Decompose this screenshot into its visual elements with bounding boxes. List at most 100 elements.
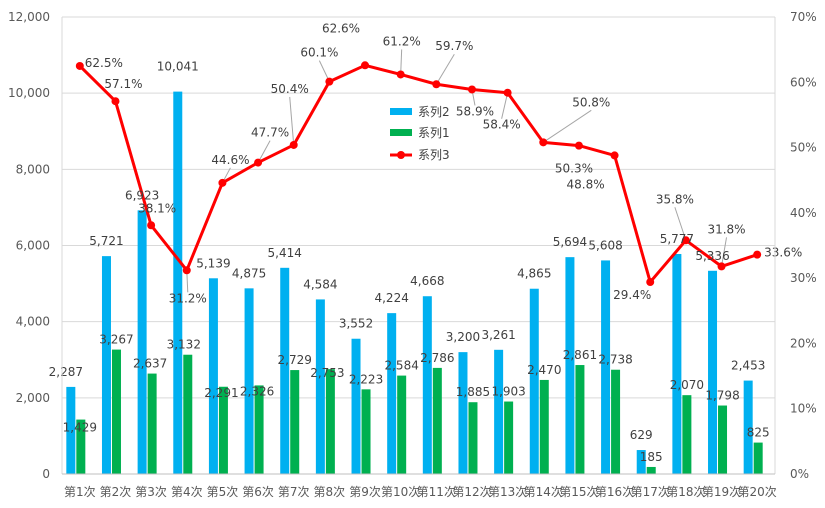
bar-series2: [66, 386, 76, 474]
bar-series1: [147, 373, 157, 474]
bar-series2: [244, 288, 254, 474]
bar-series2: [137, 210, 147, 474]
bar-series1: [361, 389, 371, 474]
data-label-series2: 5,694: [553, 235, 587, 249]
line-marker: [182, 266, 191, 275]
data-label-series2: 3,261: [481, 328, 515, 342]
data-label-series3: 35.8%: [656, 192, 694, 206]
leader-line: [435, 53, 455, 85]
y-right-tick-label: 20%: [790, 336, 817, 350]
data-label-series2: 2,453: [731, 359, 765, 373]
y-right-tick-label: 10%: [790, 402, 817, 416]
data-label-series1: 3,132: [167, 338, 201, 352]
data-label-series3: 48.8%: [567, 177, 605, 191]
line-marker: [610, 151, 619, 160]
bar-series1: [575, 365, 585, 474]
legend-label: 系列2: [418, 105, 450, 119]
x-tick-label: 第15次: [559, 485, 598, 499]
line-marker: [574, 141, 583, 150]
bar-series1: [718, 405, 728, 474]
bar-series1: [646, 466, 656, 474]
x-tick-label: 第5次: [207, 485, 239, 499]
axes: 0 2,000 4,000 6,000 8,000 10,000 12,000 0% 10% 20…: [8, 10, 817, 499]
bar-series2: [387, 313, 397, 474]
y-right-tick-label: 0%: [790, 467, 809, 481]
line-series3: [78, 63, 758, 284]
line-marker: [325, 77, 334, 86]
bar-series1: [539, 379, 549, 474]
line-marker: [717, 262, 726, 271]
data-label-series2: 5,139: [196, 256, 230, 270]
data-label-series1: 2,753: [310, 366, 344, 380]
line-marker: [361, 61, 370, 70]
data-label-series2: 5,608: [588, 238, 622, 252]
x-tick-label: 第7次: [278, 485, 310, 499]
x-tick-label: 第9次: [349, 485, 381, 499]
data-label-series3: 57.1%: [104, 77, 142, 91]
data-label-series3: 31.2%: [169, 291, 207, 305]
data-label-series2: 3,552: [339, 317, 373, 331]
x-tick-label: 第19次: [702, 485, 741, 499]
line-marker: [396, 70, 405, 79]
data-label-series3: 47.7%: [251, 126, 289, 140]
data-label-series3: 62.6%: [322, 21, 360, 35]
data-label-series1: 2,729: [278, 353, 312, 367]
bar-series1: [183, 354, 193, 474]
leader-line: [674, 207, 687, 241]
line-series: [75, 61, 762, 287]
data-label-series2: 4,224: [374, 291, 408, 305]
line-marker: [503, 88, 512, 97]
bar-series1: [325, 369, 335, 474]
bar-series1: [76, 419, 86, 474]
y-right-tick-label: 40%: [790, 206, 817, 220]
data-label-series1: 1,798: [705, 389, 739, 403]
line-marker: [432, 80, 441, 89]
bar-series2: [743, 380, 753, 474]
x-tick-label: 第11次: [417, 485, 456, 499]
y-right-tick-label: 50%: [790, 141, 817, 155]
data-label-series1: 2,786: [420, 351, 454, 365]
data-label-series1: 1,885: [456, 385, 490, 399]
legend-label: 系列1: [418, 126, 450, 140]
data-label-series1: 825: [747, 426, 770, 440]
legend-marker-series3: [397, 151, 405, 159]
line-marker: [75, 61, 84, 70]
data-label-series2: 5,721: [89, 234, 123, 248]
data-label-series2: 4,584: [303, 277, 337, 291]
bar-series2: [315, 299, 325, 474]
x-tick-label: 第12次: [452, 485, 491, 499]
bar-series2: [529, 288, 539, 474]
legend-label: 系列3: [418, 148, 450, 162]
bar-series1: [611, 369, 621, 474]
data-label-series3: 31.8%: [707, 222, 745, 236]
leader-line: [289, 96, 295, 146]
legend-swatch-series2: [390, 108, 412, 115]
data-label-series1: 2,738: [598, 353, 632, 367]
data-label-series2: 5,777: [660, 232, 694, 246]
data-label-series2: 629: [630, 428, 653, 442]
y-right-tick-label: 30%: [790, 271, 817, 285]
data-label-series1: 1,903: [491, 385, 525, 399]
line-marker: [681, 236, 690, 245]
data-label-series3: 58.4%: [483, 118, 521, 132]
x-tick-label: 第18次: [666, 485, 705, 499]
data-label-series3: 61.2%: [383, 34, 421, 48]
bar-series2: [601, 260, 611, 474]
y-left-tick-label: 10,000: [8, 86, 50, 100]
data-label-series2: 4,865: [517, 267, 551, 281]
data-label-series1: 2,637: [133, 357, 167, 371]
data-label-series2: 3,200: [446, 330, 480, 344]
bar-series1: [290, 370, 300, 474]
line-marker: [753, 250, 762, 259]
leader-line: [721, 237, 728, 267]
bar-series1: [254, 385, 264, 474]
data-label-series3: 62.5%: [85, 56, 123, 70]
bar-series1: [468, 402, 478, 474]
x-tick-label: 第6次: [242, 485, 274, 499]
bar-series2: [458, 352, 468, 474]
data-label-series3: 58.9%: [456, 104, 494, 118]
x-tick-label: 第10次: [381, 485, 420, 499]
y-left-tick-label: 12,000: [8, 10, 50, 24]
bar-series1: [432, 367, 442, 474]
